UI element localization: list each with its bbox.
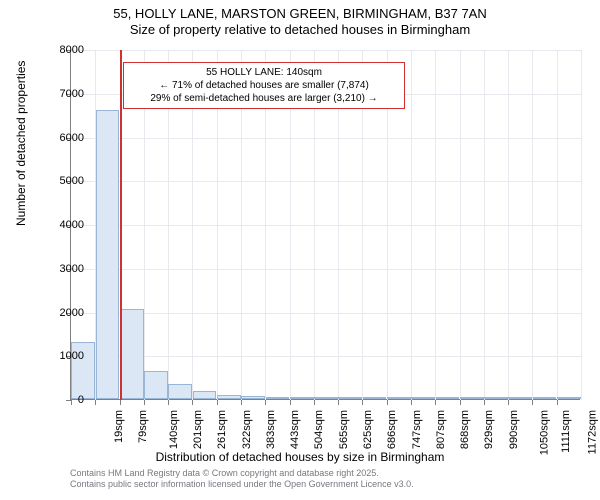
- bar: [193, 391, 217, 399]
- xtick-label: 929sqm: [484, 410, 496, 449]
- ytick-label: 8000: [60, 44, 84, 56]
- annotation-line-3: 29% of semi-detached houses are larger (…: [130, 92, 398, 105]
- bar: [266, 397, 290, 399]
- xtick-label: 807sqm: [435, 410, 447, 449]
- bar: [508, 397, 532, 399]
- xtick-mark: [532, 400, 533, 405]
- xtick-label: 504sqm: [314, 410, 326, 449]
- annotation-box: 55 HOLLY LANE: 140sqm← 71% of detached h…: [123, 62, 405, 109]
- chart-area: 55 HOLLY LANE: 140sqm← 71% of detached h…: [70, 50, 580, 400]
- xtick-mark: [71, 400, 72, 405]
- vgridline: [460, 50, 461, 400]
- xtick-mark: [484, 400, 485, 405]
- xtick-label: 201sqm: [192, 410, 204, 449]
- ytick-label: 0: [78, 394, 84, 406]
- vgridline: [532, 50, 533, 400]
- gridline: [71, 138, 581, 139]
- bar: [411, 397, 435, 399]
- xtick-mark: [435, 400, 436, 405]
- x-axis-label: Distribution of detached houses by size …: [0, 450, 600, 464]
- gridline: [71, 181, 581, 182]
- xtick-mark: [168, 400, 169, 405]
- xtick-label: 322sqm: [241, 410, 253, 449]
- xtick-label: 1111sqm: [560, 410, 572, 453]
- footer-line-2: Contains public sector information licen…: [70, 479, 414, 490]
- footer-line-1: Contains HM Land Registry data © Crown c…: [70, 468, 414, 479]
- bar: [217, 395, 241, 399]
- xtick-mark: [508, 400, 509, 405]
- xtick-label: 990sqm: [508, 410, 520, 449]
- plot-region: 55 HOLLY LANE: 140sqm← 71% of detached h…: [70, 50, 580, 400]
- title-line-1: 55, HOLLY LANE, MARSTON GREEN, BIRMINGHA…: [0, 6, 600, 22]
- bar: [338, 397, 362, 399]
- xtick-mark: [217, 400, 218, 405]
- bar: [484, 397, 508, 399]
- xtick-mark: [387, 400, 388, 405]
- vgridline: [411, 50, 412, 400]
- bar: [533, 397, 557, 399]
- ytick-label: 5000: [60, 175, 84, 187]
- xtick-mark: [265, 400, 266, 405]
- marker-line: [120, 50, 122, 400]
- xtick-label: 747sqm: [411, 410, 423, 449]
- bar: [363, 397, 387, 399]
- vgridline: [557, 50, 558, 400]
- bar: [96, 110, 120, 399]
- xtick-label: 868sqm: [459, 410, 471, 449]
- bar: [290, 397, 314, 399]
- gridline: [71, 50, 581, 51]
- ytick-label: 7000: [60, 88, 84, 100]
- xtick-label: 261sqm: [216, 410, 228, 449]
- xtick-mark: [95, 400, 96, 405]
- xtick-label: 19sqm: [113, 410, 125, 443]
- xtick-mark: [290, 400, 291, 405]
- xtick-label: 383sqm: [265, 410, 277, 449]
- bar: [144, 371, 168, 399]
- title-line-2: Size of property relative to detached ho…: [0, 22, 600, 38]
- gridline: [71, 313, 581, 314]
- xtick-label: 625sqm: [362, 410, 374, 449]
- xtick-mark: [314, 400, 315, 405]
- xtick-mark: [411, 400, 412, 405]
- vgridline: [435, 50, 436, 400]
- xtick-label: 443sqm: [289, 410, 301, 449]
- bar: [436, 397, 460, 399]
- xtick-label: 565sqm: [338, 410, 350, 449]
- xtick-label: 1172sqm: [586, 410, 598, 454]
- ytick-label: 6000: [60, 132, 84, 144]
- xtick-label: 1050sqm: [538, 410, 550, 455]
- annotation-line-1: 55 HOLLY LANE: 140sqm: [130, 66, 398, 79]
- annotation-line-2: ← 71% of detached houses are smaller (7,…: [130, 79, 398, 92]
- xtick-label: 140sqm: [168, 410, 180, 449]
- xtick-mark: [192, 400, 193, 405]
- xtick-label: 686sqm: [386, 410, 398, 449]
- xtick-mark: [362, 400, 363, 405]
- bar: [557, 397, 581, 399]
- xtick-mark: [120, 400, 121, 405]
- bar: [387, 397, 411, 399]
- ytick-label: 3000: [60, 263, 84, 275]
- ytick-label: 1000: [60, 350, 84, 362]
- xtick-mark: [338, 400, 339, 405]
- bar: [460, 397, 484, 399]
- y-axis-label: Number of detached properties: [14, 61, 28, 226]
- ytick-label: 4000: [60, 219, 84, 231]
- xtick-mark: [241, 400, 242, 405]
- xtick-label: 79sqm: [137, 410, 149, 443]
- gridline: [71, 225, 581, 226]
- vgridline: [484, 50, 485, 400]
- bar: [120, 309, 144, 399]
- footer-attribution: Contains HM Land Registry data © Crown c…: [70, 468, 414, 491]
- bar: [168, 384, 192, 399]
- bar: [241, 396, 265, 399]
- ytick-label: 2000: [60, 307, 84, 319]
- xtick-mark: [460, 400, 461, 405]
- bar: [314, 397, 338, 399]
- vgridline: [508, 50, 509, 400]
- xtick-mark: [557, 400, 558, 405]
- vgridline: [581, 50, 582, 400]
- gridline: [71, 269, 581, 270]
- xtick-mark: [144, 400, 145, 405]
- gridline: [71, 356, 581, 357]
